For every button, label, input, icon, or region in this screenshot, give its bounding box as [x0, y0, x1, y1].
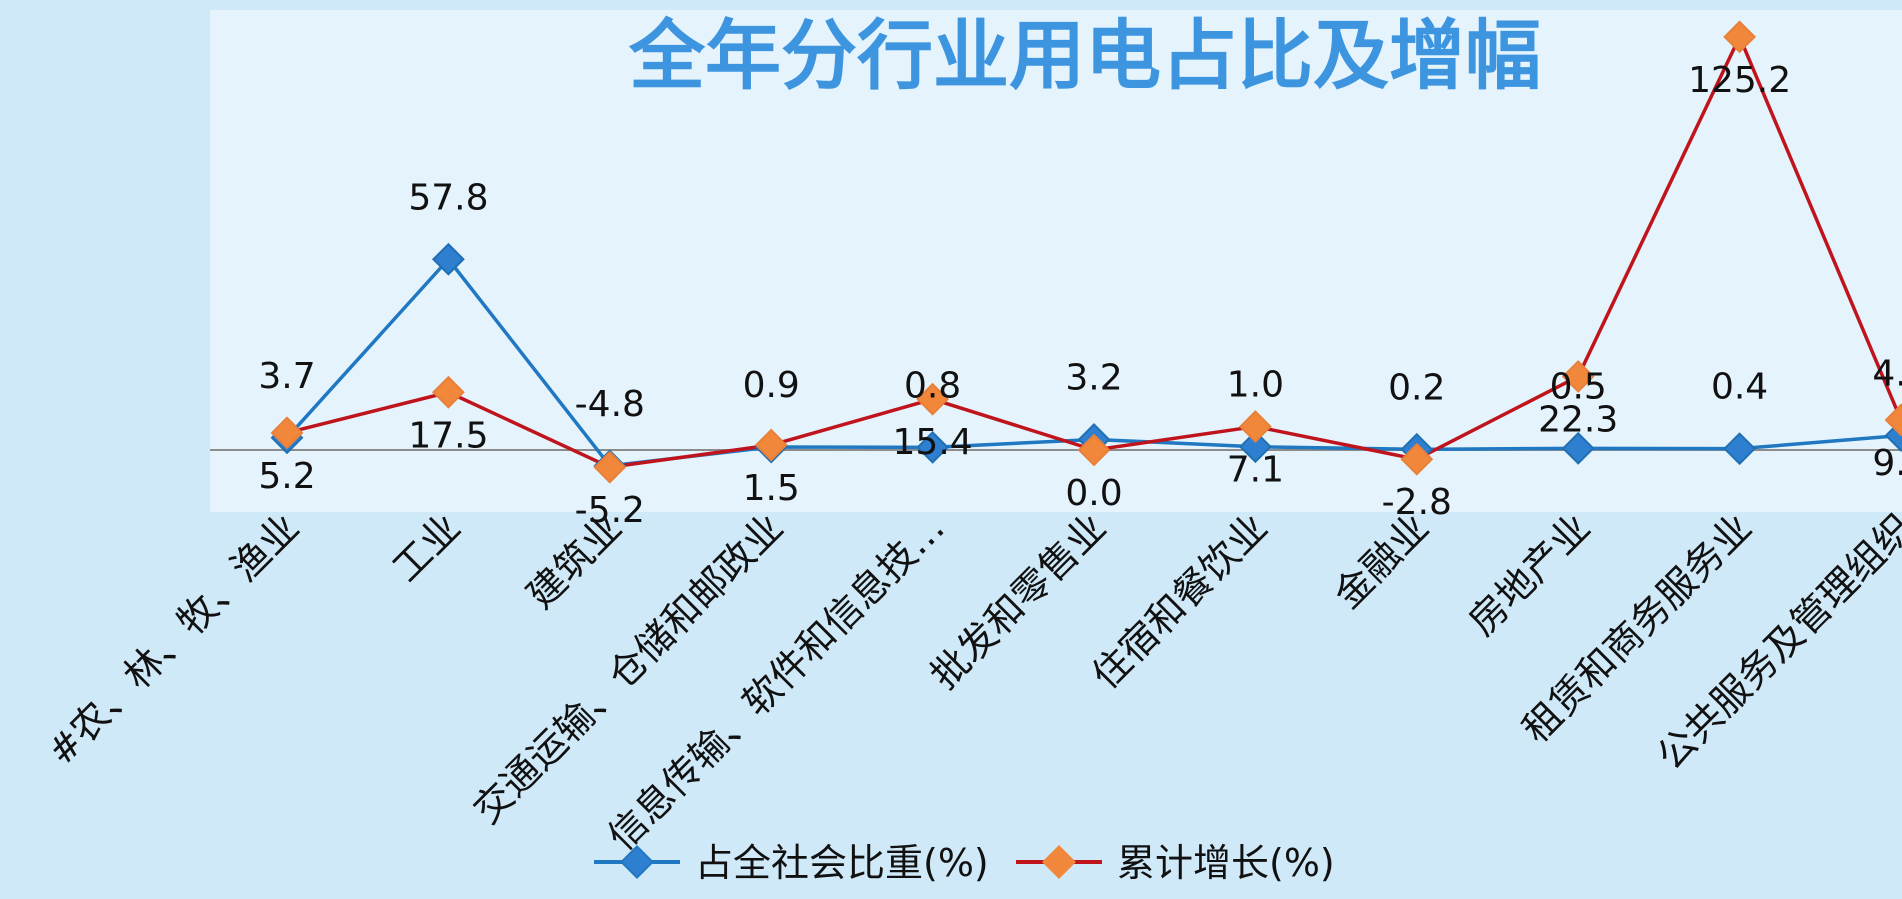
legend-item-series-2[interactable]: 累计增长(%): [1016, 841, 1335, 885]
data-labels: 3.7 5.2 57.8 17.5 -4.8 -5.2 0.9 1.5 0.8 15.4 3.2 0.…: [258, 60, 1902, 531]
series-1-label-4: 0.8: [904, 365, 961, 406]
series-2-marker-7: [1400, 442, 1434, 476]
series-2-label-1: 17.5: [408, 415, 488, 456]
series-2-marker-5: [1077, 433, 1111, 467]
series-1-label-6: 1.0: [1227, 365, 1284, 406]
legend: 占全社会比重(%) 累计增长(%): [594, 841, 1335, 885]
series-1-marker-6: [1238, 430, 1272, 464]
series-1-marker-1: [431, 242, 465, 276]
series-2-label-3: 1.5: [743, 468, 800, 509]
series-2-label-0: 5.2: [258, 456, 315, 497]
series-2-label-5: 0.0: [1065, 473, 1122, 514]
series-2-label-7: -2.8: [1382, 482, 1452, 523]
legend-marker-series-2: [1042, 845, 1076, 879]
legend-label-series-2: 累计增长(%): [1117, 841, 1335, 885]
series-2-label-9: 125.2: [1688, 60, 1791, 101]
series-1-label-8: 0.5: [1550, 366, 1607, 407]
series-2-label-6: 7.1: [1227, 450, 1284, 491]
series-1-label-7: 0.2: [1388, 367, 1445, 408]
series-2-marker-10: [1884, 403, 1902, 437]
series-2-marker-3: [754, 428, 788, 462]
series-1-label-5: 3.2: [1065, 357, 1122, 398]
series-1-label-0: 3.7: [258, 356, 315, 397]
series-1-marker-4: [916, 430, 950, 464]
series-2-marker-4: [916, 382, 950, 416]
series-2-marker-8: [1561, 359, 1595, 393]
series-2-marker-0: [270, 416, 304, 450]
series-2-label-4: 15.4: [893, 422, 973, 463]
series-1-label-2: -4.8: [575, 384, 645, 425]
series-2-label-8: 22.3: [1538, 399, 1618, 440]
series-1-label-9: 0.4: [1711, 367, 1768, 408]
series-1-label-1: 57.8: [408, 177, 488, 218]
series-2-marker-1: [431, 375, 465, 409]
series-1-label-3: 0.9: [743, 365, 800, 406]
legend-item-series-1[interactable]: 占全社会比重(%): [594, 841, 989, 885]
series-2-marker-9: [1723, 20, 1757, 54]
legend-label-series-1: 占全社会比重(%): [695, 841, 989, 885]
series-2-marker-6: [1238, 410, 1272, 443]
chart-title: 全年分行业用电占比及增幅: [628, 11, 1541, 100]
plot-area: [210, 10, 1902, 512]
legend-marker-series-1: [620, 845, 654, 879]
series-markers: [270, 20, 1902, 484]
series-1-marker-8: [1561, 431, 1595, 465]
series-2-marker-2: [593, 450, 627, 484]
series-1-marker-9: [1723, 432, 1757, 466]
series-2-label-10: 9.1: [1872, 443, 1902, 484]
series-1-label-10: 4.4: [1872, 353, 1902, 394]
series-2-label-2: -5.2: [575, 490, 645, 531]
